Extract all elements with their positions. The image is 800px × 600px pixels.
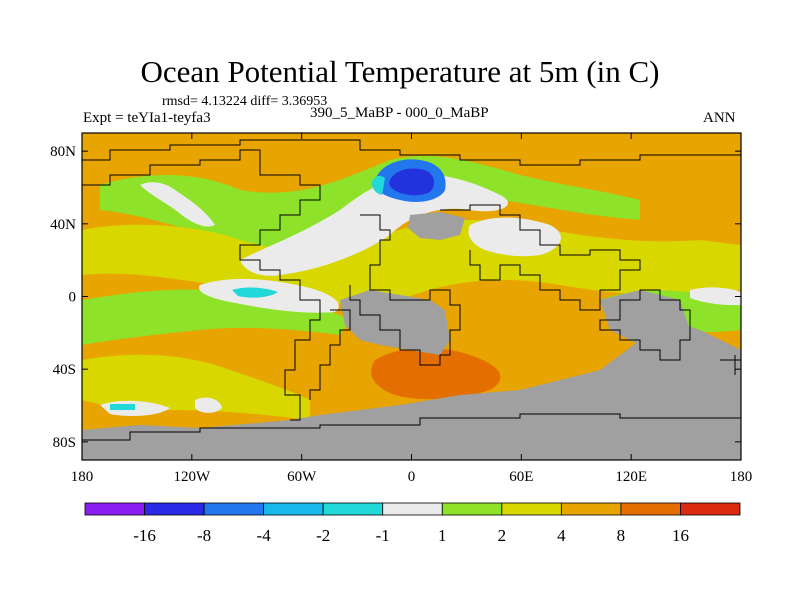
y-tick-label: 80N bbox=[50, 144, 76, 160]
field-white-northpacific bbox=[140, 182, 215, 227]
colorbar-swatch bbox=[382, 502, 443, 516]
colorbar-swatch bbox=[501, 502, 562, 516]
y-axis: 80N 40N 0 40S 80S bbox=[50, 144, 741, 451]
field-south-cyan bbox=[110, 404, 135, 410]
y-tick-label: 80S bbox=[53, 435, 76, 451]
temperature-field bbox=[82, 133, 741, 460]
colorbar-swatch bbox=[263, 502, 324, 516]
colorbar-label: -1 bbox=[376, 526, 390, 545]
field-indian-white bbox=[690, 287, 741, 306]
colorbar-label: 4 bbox=[557, 526, 566, 545]
x-tick-label: 180 bbox=[71, 469, 94, 485]
field-white-northatlantic bbox=[240, 174, 509, 276]
season-label: ANN bbox=[703, 110, 736, 126]
center-subtitle: 390_5_MaBP - 000_0_MaBP bbox=[310, 105, 489, 121]
field-south-darkorange bbox=[371, 348, 501, 400]
y-tick-label: 40S bbox=[53, 362, 76, 378]
land-mask-eurasia bbox=[408, 212, 465, 240]
colorbar-swatch bbox=[203, 502, 265, 516]
x-tick-label: 120W bbox=[173, 469, 211, 485]
x-tick-label: 0 bbox=[408, 469, 416, 485]
colorbar-swatch bbox=[84, 502, 145, 516]
x-tick-label: 60E bbox=[509, 469, 533, 485]
stats-label: rmsd= 4.13224 diff= 3.36953 bbox=[162, 94, 328, 109]
colorbar-swatch bbox=[441, 502, 503, 516]
x-tick-label: 60W bbox=[287, 469, 317, 485]
colorbar-label: -8 bbox=[197, 526, 211, 545]
colorbar-label: 2 bbox=[498, 526, 507, 545]
land-mask-australia bbox=[600, 290, 690, 350]
experiment-label: Expt = teYIa1-teyfa3 bbox=[83, 110, 211, 126]
colorbar-swatch bbox=[322, 502, 384, 516]
field-cyan-arctic-rim bbox=[371, 175, 385, 195]
y-tick-label: 0 bbox=[69, 290, 77, 306]
x-tick-label: 180 bbox=[730, 469, 753, 485]
field-south-white-2 bbox=[195, 397, 222, 413]
land-mask-antarctic bbox=[82, 320, 741, 460]
colorbar-label: -2 bbox=[316, 526, 330, 545]
x-axis: 180 120W 60W 0 60E 120E 180 bbox=[71, 133, 753, 485]
colorbar-swatch bbox=[680, 502, 741, 516]
colorbar-swatch bbox=[560, 502, 622, 516]
field-white-eastasia bbox=[468, 217, 561, 257]
colorbar: -16 -8 -4 -2 -1 1 2 4 8 16 bbox=[84, 502, 741, 545]
colorbar-label: 1 bbox=[438, 526, 447, 545]
plot-title: Ocean Potential Temperature at 5m (in C) bbox=[140, 54, 660, 89]
y-tick-label: 40N bbox=[50, 217, 76, 233]
field-blue-arctic-core bbox=[389, 168, 435, 196]
colorbar-label: 8 bbox=[617, 526, 626, 545]
colorbar-swatch bbox=[620, 502, 681, 516]
land-mask-africa bbox=[340, 290, 450, 355]
colorbar-label: -4 bbox=[257, 526, 272, 545]
x-tick-label: 120E bbox=[615, 469, 647, 485]
colorbar-label: -16 bbox=[133, 526, 156, 545]
continent-outlines bbox=[82, 139, 741, 441]
field-tropical-cyan bbox=[232, 287, 278, 298]
colorbar-label: 16 bbox=[672, 526, 689, 545]
colorbar-swatch bbox=[144, 502, 205, 516]
